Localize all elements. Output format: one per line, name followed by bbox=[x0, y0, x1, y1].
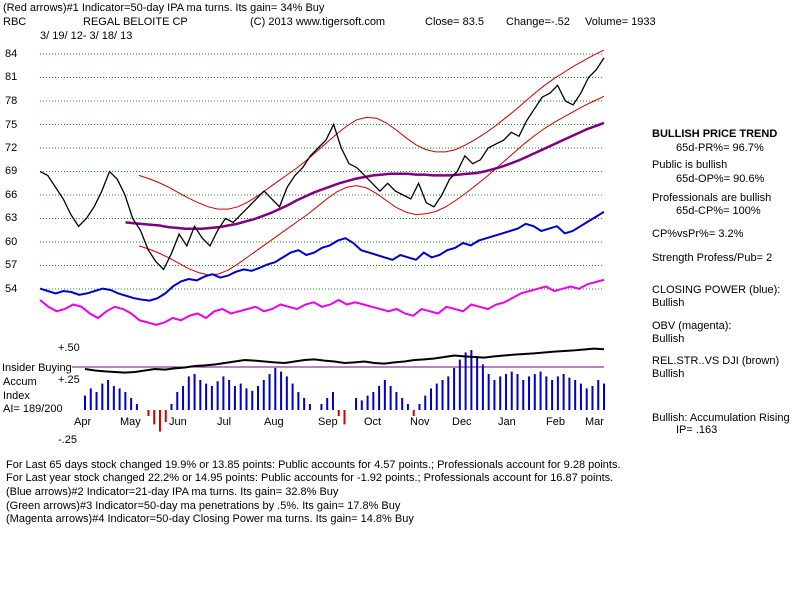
y-tick-label: 69 bbox=[5, 165, 18, 177]
x-tick-label: May bbox=[120, 416, 141, 428]
upper-band-line bbox=[138, 49, 605, 210]
x-tick-label: Jul bbox=[217, 416, 232, 428]
date-range: 3/ 19/ 12- 3/ 18/ 13 bbox=[40, 30, 133, 42]
copyright: (C) 2013 www.tigersoft.com bbox=[250, 16, 386, 28]
y-tick-label: 63 bbox=[5, 212, 18, 224]
y-tick-label: 66 bbox=[5, 189, 18, 201]
footer-green-arrows: (Green arrows)#3 Indicator=50-day ma pen… bbox=[6, 500, 401, 512]
accumulation-status: Bullish: Accumulation Rising bbox=[652, 412, 790, 424]
ma50-line bbox=[125, 121, 605, 230]
x-tick-label: Feb bbox=[546, 416, 565, 428]
footer-magenta-arrows: (Magenta arrows)#4 Indicator=50-day Clos… bbox=[6, 513, 414, 525]
rel-str-line bbox=[84, 347, 605, 374]
x-tick-label: Nov bbox=[410, 416, 430, 428]
footer-blue-arrows: (Blue arrows)#2 Indicator=21-day IPA ma … bbox=[6, 486, 339, 498]
x-tick-label: Mar bbox=[585, 416, 604, 428]
accum-tick-plus50: +.50 bbox=[58, 342, 80, 354]
rel-str-status: Bullish bbox=[652, 368, 685, 380]
closing-power-label: CLOSING POWER (blue): bbox=[652, 284, 781, 296]
y-tick-label: 81 bbox=[5, 71, 18, 83]
obv-label: OBV (magenta): bbox=[652, 320, 732, 332]
change-value: Change=-.52 bbox=[506, 16, 570, 28]
x-tick-label: Apr bbox=[74, 416, 92, 428]
volume-value: Volume= 1933 bbox=[585, 16, 656, 28]
x-tick-label: Jun bbox=[169, 416, 187, 428]
y-tick-label: 60 bbox=[5, 236, 18, 248]
indicator-line-1: (Red arrows)#1 Indicator=50-day IPA ma t… bbox=[3, 2, 325, 14]
accum-tick-plus25: +.25 bbox=[58, 374, 80, 386]
ticker: RBC bbox=[3, 16, 27, 28]
y-tick-label: 72 bbox=[5, 142, 18, 154]
closing-power-line bbox=[39, 210, 605, 302]
company-name: REGAL BELOITE CP bbox=[83, 16, 188, 28]
y-tick-label: 57 bbox=[5, 259, 18, 271]
strength-ratio: Strength Profess/Pub= 2 bbox=[652, 252, 773, 264]
footer-year: For Last year stock changed 22.2% or 14.… bbox=[6, 472, 614, 484]
y-tick-label: 84 bbox=[5, 48, 18, 60]
x-tick-label: Sep bbox=[318, 416, 338, 428]
obv-status: Bullish bbox=[652, 333, 685, 345]
lower-band-line bbox=[138, 95, 605, 276]
x-tick-label: Jan bbox=[498, 416, 516, 428]
ai-score: AI= 189/200 bbox=[3, 403, 63, 415]
accum-tick-minus25: -.25 bbox=[58, 434, 77, 446]
rel-str-label: REL.STR..VS DJI (brown) bbox=[652, 355, 780, 367]
cp-vs-pr: CP%vsPr%= 3.2% bbox=[652, 228, 744, 240]
public-status: Public is bullish bbox=[652, 159, 728, 171]
y-tick-label: 54 bbox=[5, 283, 18, 295]
price-line bbox=[39, 57, 605, 271]
cp-percent: 65d-CP%= 100% bbox=[676, 205, 761, 217]
footer-65day: For Last 65 days stock changed 19.9% or … bbox=[6, 459, 621, 471]
pr-percent: 65d-PR%= 96.7% bbox=[676, 142, 764, 154]
insider-buying-label: Insider Buying bbox=[2, 362, 72, 374]
accum-label: Accum bbox=[3, 376, 37, 388]
professionals-status: Professionals are bullish bbox=[652, 192, 772, 204]
obv-line bbox=[39, 278, 605, 326]
op-percent: 65d-OP%= 90.6% bbox=[676, 173, 765, 185]
y-tick-label: 75 bbox=[5, 119, 18, 131]
x-tick-label: Oct bbox=[364, 416, 382, 428]
x-tick-label: Aug bbox=[264, 416, 284, 428]
index-label: Index bbox=[3, 390, 30, 402]
closing-power-status: Bullish bbox=[652, 297, 685, 309]
trend-heading: BULLISH PRICE TREND bbox=[652, 128, 778, 140]
close-value: Close= 83.5 bbox=[425, 16, 485, 28]
y-tick-label: 78 bbox=[5, 95, 18, 107]
x-tick-label: Dec bbox=[452, 416, 472, 428]
ip-value: IP= .163 bbox=[676, 424, 718, 436]
